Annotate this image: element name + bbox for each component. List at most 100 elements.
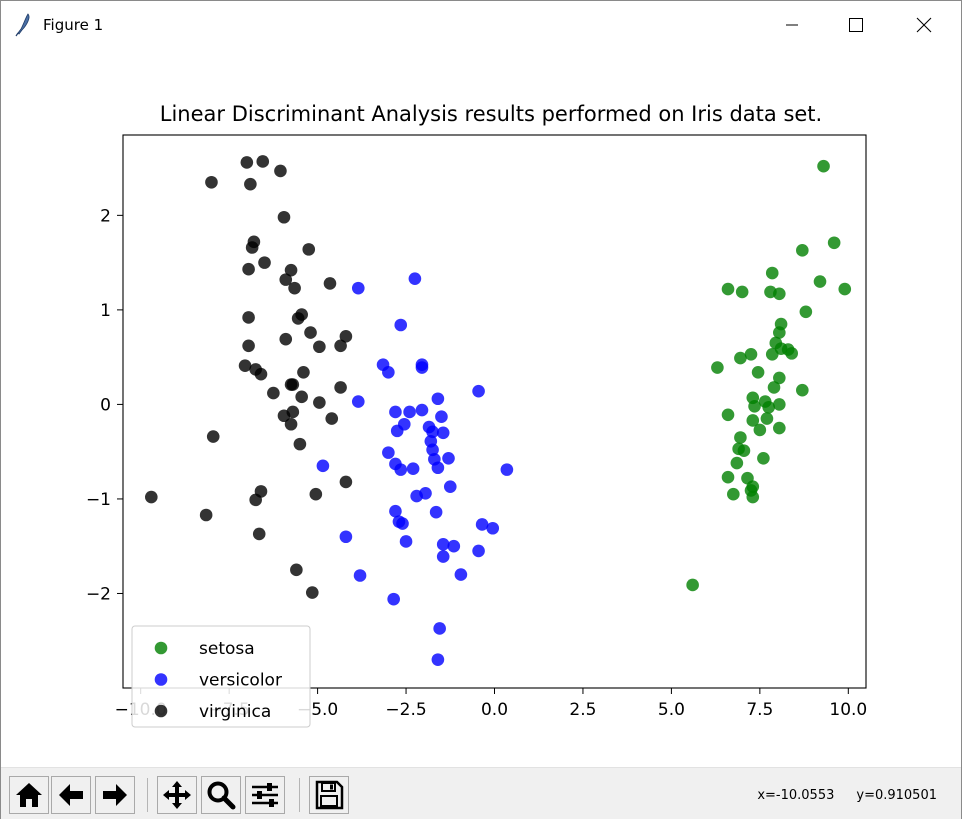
data-point bbox=[267, 386, 280, 400]
data-point bbox=[753, 423, 767, 437]
title-bar[interactable]: Figure 1 bbox=[1, 1, 961, 49]
sliders-icon bbox=[252, 783, 278, 807]
data-point bbox=[773, 398, 786, 411]
legend-label: versicolor bbox=[199, 671, 282, 691]
data-point bbox=[436, 426, 450, 440]
data-point bbox=[403, 405, 416, 419]
navigation-toolbar: x=-10.0553 y=0.910501 bbox=[1, 767, 961, 819]
figure-canvas[interactable]: Linear Discriminant Analysis results per… bbox=[1, 49, 961, 767]
data-point bbox=[291, 312, 305, 325]
data-point bbox=[436, 550, 450, 563]
data-point bbox=[302, 243, 316, 256]
data-point bbox=[746, 414, 760, 427]
data-point bbox=[486, 521, 500, 535]
series-setosa bbox=[686, 159, 852, 592]
data-point bbox=[447, 539, 461, 553]
series-virginica bbox=[145, 155, 353, 599]
data-point bbox=[316, 459, 330, 473]
data-point bbox=[353, 569, 367, 582]
data-point bbox=[244, 177, 257, 191]
data-point bbox=[435, 410, 448, 423]
y-tick-label: 2 bbox=[100, 206, 111, 226]
data-point bbox=[304, 326, 317, 339]
data-point bbox=[394, 463, 408, 476]
maximize-button[interactable] bbox=[833, 1, 879, 49]
forward-button[interactable] bbox=[95, 776, 135, 814]
data-point bbox=[408, 272, 422, 285]
floppy-disk-icon bbox=[315, 780, 344, 810]
data-point bbox=[293, 437, 307, 451]
data-point bbox=[279, 273, 293, 286]
data-point bbox=[284, 263, 298, 277]
pan-button[interactable] bbox=[157, 776, 197, 814]
data-point bbox=[431, 392, 445, 406]
data-point bbox=[721, 408, 735, 422]
data-point bbox=[339, 530, 353, 544]
legend-frame bbox=[131, 625, 311, 728]
legend: setosa versicolor virginica bbox=[131, 625, 311, 728]
minimize-button[interactable] bbox=[769, 1, 815, 49]
data-point bbox=[274, 164, 287, 178]
data-point bbox=[426, 443, 439, 457]
back-button[interactable] bbox=[51, 776, 91, 814]
data-point bbox=[297, 365, 310, 379]
legend-marker bbox=[154, 641, 168, 655]
toolbar-separator bbox=[299, 778, 300, 812]
window-title: Figure 1 bbox=[43, 16, 104, 34]
data-point bbox=[351, 395, 365, 408]
y-tick-label: 1 bbox=[100, 301, 111, 321]
data-point bbox=[727, 487, 740, 501]
home-button[interactable] bbox=[9, 776, 49, 814]
data-point bbox=[734, 351, 747, 365]
data-point bbox=[313, 396, 326, 409]
scatter-plot[interactable]: Linear Discriminant Analysis results per… bbox=[1, 49, 961, 767]
magnifier-icon bbox=[207, 781, 236, 810]
move-icon bbox=[163, 781, 191, 809]
data-point bbox=[773, 371, 786, 385]
x-tick-label: 10.0 bbox=[829, 700, 867, 720]
data-point bbox=[721, 282, 735, 296]
data-point bbox=[396, 517, 409, 530]
x-tick-label: 7.5 bbox=[746, 700, 773, 720]
y-tick-label: 0 bbox=[100, 395, 111, 415]
data-point bbox=[258, 256, 271, 269]
data-point bbox=[390, 424, 404, 438]
data-point bbox=[735, 285, 749, 299]
data-point bbox=[406, 462, 420, 475]
data-point bbox=[773, 326, 786, 339]
data-point bbox=[773, 287, 786, 301]
zoom-button[interactable] bbox=[201, 776, 241, 814]
data-point bbox=[751, 365, 765, 379]
data-point bbox=[734, 431, 747, 444]
legend-label: setosa bbox=[199, 639, 255, 659]
data-point bbox=[472, 384, 485, 398]
data-point bbox=[785, 347, 798, 360]
y-tick-label: −2 bbox=[86, 584, 111, 604]
data-point bbox=[382, 446, 395, 459]
data-point bbox=[767, 381, 781, 394]
data-point bbox=[454, 568, 468, 581]
data-point bbox=[279, 332, 293, 346]
close-button[interactable] bbox=[901, 1, 947, 49]
data-point bbox=[382, 365, 395, 379]
data-point bbox=[284, 417, 298, 431]
subplots-button[interactable] bbox=[245, 776, 285, 814]
save-button[interactable] bbox=[309, 776, 349, 814]
data-point bbox=[240, 156, 254, 169]
maximize-icon bbox=[849, 18, 863, 32]
data-point bbox=[773, 421, 786, 435]
legend-label: virginica bbox=[199, 702, 271, 722]
data-point bbox=[472, 544, 485, 558]
data-point bbox=[238, 359, 252, 372]
data-point bbox=[838, 282, 852, 296]
data-point bbox=[277, 409, 291, 423]
data-point bbox=[765, 266, 779, 280]
data-point bbox=[295, 390, 308, 404]
axes-frame bbox=[122, 134, 867, 689]
data-point bbox=[394, 318, 408, 332]
data-point bbox=[415, 403, 429, 417]
data-point bbox=[245, 241, 259, 254]
data-point bbox=[711, 361, 724, 374]
data-point bbox=[748, 400, 761, 413]
data-point bbox=[744, 348, 758, 361]
